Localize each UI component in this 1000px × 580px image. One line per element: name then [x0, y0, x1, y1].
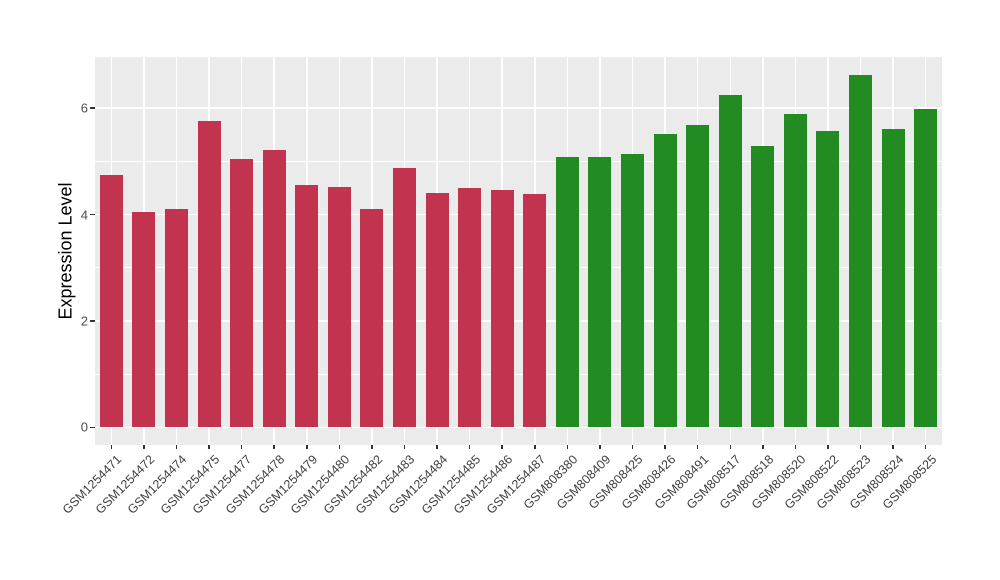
bar-GSM808517 — [718, 95, 742, 428]
x-tick-mark — [859, 445, 862, 449]
x-tick-mark — [599, 445, 601, 449]
x-tick-mark — [729, 445, 731, 449]
x-tick-mark — [436, 445, 438, 449]
gridline-minor — [95, 160, 942, 162]
gridline-major — [95, 320, 942, 322]
bar-GSM1254486 — [490, 190, 514, 428]
gridline-minor — [95, 373, 942, 375]
y-tick-mark — [90, 107, 95, 109]
bar-GSM1254487 — [523, 193, 547, 428]
bar-GSM1254484 — [425, 193, 449, 428]
x-tick-mark — [501, 445, 503, 449]
x-tick-mark — [240, 445, 243, 449]
x-tick-mark — [273, 445, 275, 449]
x-tick-mark — [338, 445, 341, 449]
gridline-major — [95, 107, 942, 109]
x-tick-mark — [892, 445, 894, 449]
bar-GSM1254480 — [327, 187, 351, 428]
bar-GSM1254479 — [295, 185, 319, 428]
x-tick-mark — [631, 445, 634, 449]
y-tick-mark — [90, 320, 95, 322]
bar-GSM1254478 — [262, 150, 286, 428]
bar-GSM808522 — [816, 130, 840, 428]
bar-GSM1254485 — [458, 188, 482, 428]
bar-GSM808524 — [881, 129, 905, 428]
x-tick-mark — [175, 445, 178, 449]
bar-GSM1254472 — [132, 211, 156, 428]
plot-panel — [95, 57, 942, 445]
bar-GSM808518 — [751, 146, 775, 428]
bar-GSM808523 — [849, 74, 873, 428]
y-tick-label: 2 — [80, 313, 88, 329]
gridline-minor — [95, 267, 942, 269]
x-tick-mark — [534, 445, 536, 449]
x-tick-mark — [143, 445, 145, 449]
x-tick-mark — [924, 445, 927, 449]
x-tick-mark — [110, 445, 113, 449]
bar-GSM1254471 — [99, 174, 123, 428]
x-tick-mark — [696, 445, 699, 449]
x-tick-mark — [827, 445, 829, 449]
bar-GSM1254477 — [230, 159, 254, 428]
x-tick-mark — [208, 445, 210, 449]
x-tick-mark — [306, 445, 308, 449]
bar-GSM808425 — [621, 153, 645, 428]
bar-GSM808491 — [686, 125, 710, 428]
y-tick-mark — [90, 213, 95, 216]
bar-GSM1254483 — [392, 168, 416, 428]
y-tick-label: 6 — [80, 100, 88, 116]
bar-GSM1254482 — [360, 208, 384, 428]
bar-GSM808380 — [555, 156, 579, 428]
x-tick-mark — [371, 445, 373, 449]
bar-GSM808409 — [588, 156, 612, 428]
bar-GSM1254475 — [197, 121, 221, 428]
x-tick-mark — [566, 445, 569, 449]
y-axis-title: Expression Level — [55, 182, 76, 320]
x-tick-mark — [403, 445, 406, 449]
bar-GSM808525 — [914, 108, 938, 428]
x-tick-mark — [762, 445, 764, 449]
y-tick-mark — [90, 426, 95, 429]
y-tick-label: 0 — [80, 419, 88, 435]
x-tick-mark — [664, 445, 666, 449]
gridline-major — [95, 213, 942, 216]
bar-GSM1254474 — [164, 209, 188, 428]
x-tick-mark — [468, 445, 471, 449]
x-tick-mark — [794, 445, 797, 449]
y-tick-label: 4 — [80, 207, 88, 223]
bar-GSM808426 — [653, 134, 677, 428]
gridline-major — [95, 426, 942, 429]
bar-GSM808520 — [783, 113, 807, 428]
